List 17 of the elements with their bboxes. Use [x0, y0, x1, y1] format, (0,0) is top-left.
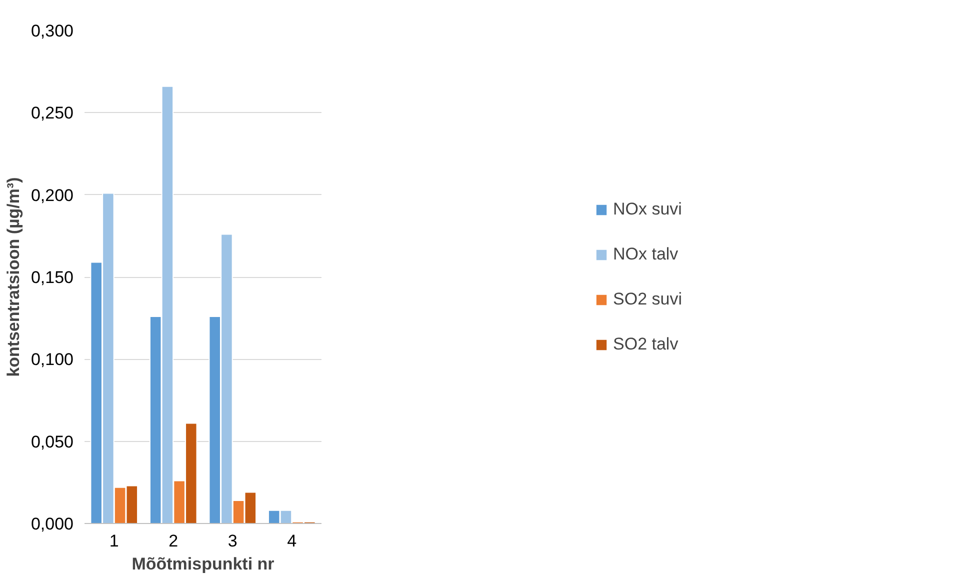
- y-tick-label: 0,100: [30, 350, 74, 370]
- y-tick-label: 0,050: [30, 432, 74, 452]
- x-axis-title: Mõõtmispunkti nr: [132, 554, 275, 574]
- legend-label: SO2 suvi: [613, 289, 682, 309]
- legend-label: NOx talv: [613, 244, 678, 264]
- y-tick-label: 0,250: [30, 104, 74, 123]
- legend-label: NOx suvi: [613, 199, 682, 219]
- legend-label: SO2 talv: [613, 334, 678, 354]
- x-tick-label: 2: [168, 532, 178, 550]
- x-tick-label: 1: [109, 532, 119, 550]
- x-tick-label: 3: [228, 532, 238, 550]
- y-tick-label: 0,200: [30, 186, 74, 205]
- y-tick-label: 0,300: [30, 22, 74, 40]
- x-tick-label: 4: [287, 532, 297, 550]
- y-tick-label: 0,000: [30, 514, 74, 534]
- y-tick-label: 0,150: [30, 268, 74, 287]
- y-axis-title: kontsentratsioon (µg/m³): [4, 177, 23, 377]
